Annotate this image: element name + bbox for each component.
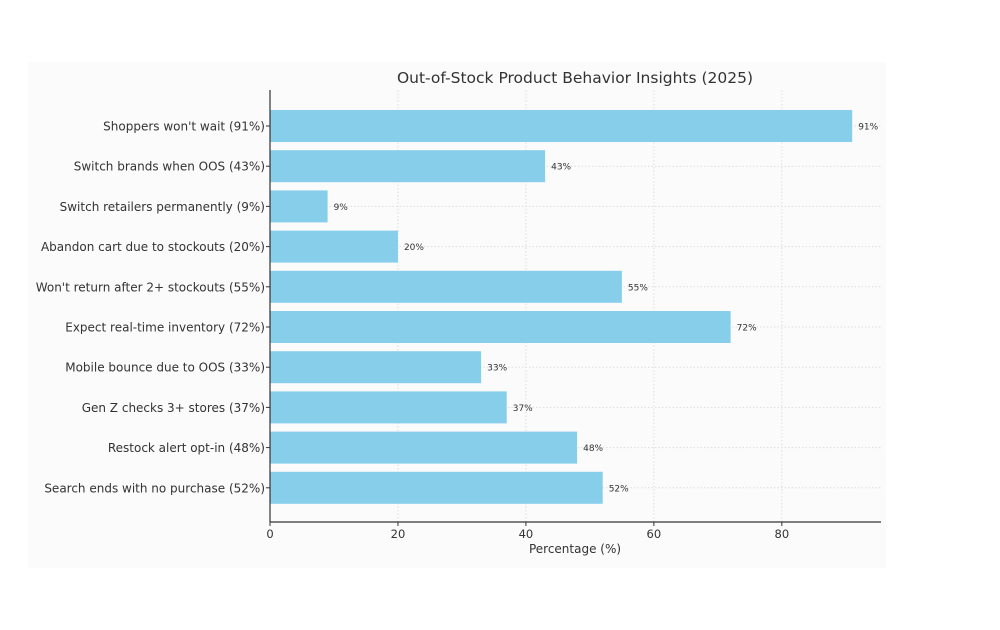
data-label: 48% <box>583 444 603 454</box>
bar <box>270 431 578 464</box>
x-axis-label: Percentage (%) <box>529 542 621 556</box>
bar <box>270 311 731 343</box>
bar <box>270 270 622 303</box>
y-tick-label: Restock alert opt-in (48%) <box>108 441 265 455</box>
data-label: 72% <box>737 324 757 334</box>
y-tick-label: Mobile bounce due to OOS (33%) <box>65 361 265 375</box>
x-tick-label: 20 <box>391 527 406 541</box>
data-label: 55% <box>628 283 648 293</box>
y-tick-label: Gen Z checks 3+ stores (37%) <box>82 401 265 415</box>
bar <box>270 110 853 142</box>
bar <box>270 190 328 223</box>
bar <box>270 230 398 263</box>
bar <box>270 391 507 424</box>
x-tick-label: 60 <box>647 527 662 541</box>
x-tick-label: 40 <box>519 527 534 541</box>
data-label: 9% <box>334 203 349 213</box>
y-tick-label: Switch brands when OOS (43%) <box>74 160 265 174</box>
data-label: 91% <box>858 123 878 133</box>
y-tick-label: Expect real-time inventory (72%) <box>65 321 265 335</box>
x-tick-label: 0 <box>266 527 273 541</box>
y-tick-label: Abandon cart due to stockouts (20%) <box>41 240 265 254</box>
data-label: 52% <box>609 484 629 494</box>
data-label: 20% <box>404 243 424 253</box>
y-tick-label: Shoppers won't wait (91%) <box>103 120 265 134</box>
x-tick-label: 80 <box>775 527 790 541</box>
bar <box>270 471 603 504</box>
chart-title: Out-of-Stock Product Behavior Insights (… <box>397 69 753 87</box>
bar <box>270 150 546 183</box>
y-tick-label: Search ends with no purchase (52%) <box>44 481 265 495</box>
data-label: 43% <box>551 163 571 173</box>
bar <box>270 351 482 384</box>
y-tick-label: Switch retailers permanently (9%) <box>60 200 265 214</box>
data-label: 33% <box>487 364 507 374</box>
y-tick-label: Won't return after 2+ stockouts (55%) <box>36 280 265 294</box>
data-label: 37% <box>513 404 533 414</box>
